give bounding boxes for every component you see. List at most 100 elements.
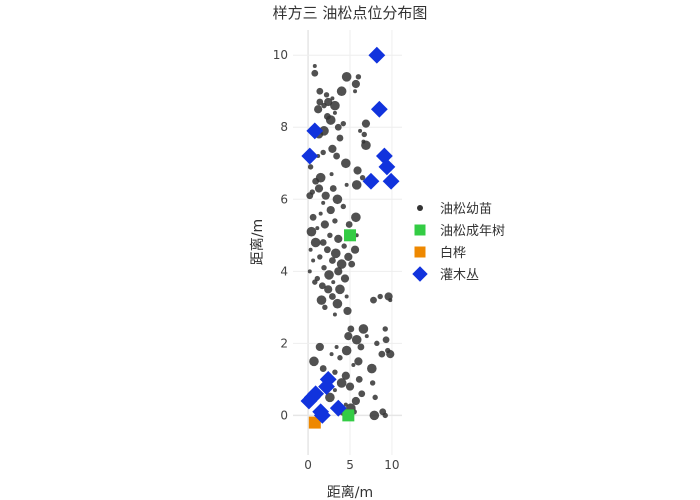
data-point [340,274,350,283]
data-point [315,342,324,352]
data-point [301,147,319,165]
y-tick-label: 8 [280,120,288,134]
data-point [319,365,327,372]
data-point [353,166,362,175]
data-point [323,246,331,254]
x-tick-label: 5 [346,458,354,472]
data-point [382,326,388,332]
data-point [332,388,337,393]
data-point [312,279,318,285]
data-point [359,174,366,181]
chart-title: 样方三 油松点位分布图 [273,4,428,22]
data-point [326,205,335,215]
data-point [306,192,314,200]
data-point [330,96,335,101]
legend-marker [414,224,426,236]
data-point [328,144,337,153]
data-point [357,343,365,351]
data-point [382,172,400,190]
data-point [316,295,327,305]
data-point [310,237,321,248]
data-point [344,252,353,262]
data-point [370,100,388,118]
data-point [334,234,343,243]
data-point [312,64,317,69]
data-point [315,172,326,183]
data-point [321,265,327,271]
data-point [358,324,369,334]
data-point [324,270,334,280]
data-point [367,363,377,374]
data-point [313,406,331,424]
data-point [351,362,356,367]
data-point [318,211,323,216]
data-point [358,390,366,398]
data-point [336,86,347,97]
data-point [317,254,323,260]
data-point [364,334,369,339]
data-point [323,92,330,98]
data-point [329,399,347,417]
data-point [330,100,340,111]
data-point [344,294,349,299]
data-point [327,232,333,238]
data-point [332,298,343,309]
data-point [309,213,317,221]
data-point [307,164,314,170]
x-axis-label: 距离/m [327,484,373,500]
data-point [322,304,328,311]
data-points [300,46,400,429]
data-point [308,247,313,252]
grid-lines [293,30,402,455]
data-point [311,69,319,77]
data-point [348,260,356,268]
data-point [318,282,326,290]
data-point [334,123,342,131]
data-point [320,220,329,229]
data-point [329,293,336,300]
data-point [315,226,320,231]
data-point [361,140,371,151]
data-point [351,212,361,223]
data-point [309,356,319,367]
data-point [329,352,334,357]
data-point [306,122,324,140]
legend-label: 油松幼苗 [440,202,492,217]
data-point [314,184,324,193]
data-point [306,226,317,237]
data-point [341,345,352,356]
data-point [361,131,367,138]
data-point [362,172,380,190]
data-point [386,350,395,359]
data-point [307,269,312,274]
data-point [318,378,335,395]
data-point [377,293,383,300]
data-point [345,382,355,391]
data-point [336,259,347,269]
y-tick-label: 2 [280,336,288,350]
data-point [355,375,363,383]
data-point [353,89,358,94]
x-tick-label: 0 [304,458,312,472]
y-tick-label: 0 [280,408,288,422]
data-point [319,239,327,246]
legend-marker [412,266,428,282]
data-point [321,200,326,205]
data-point [340,120,347,127]
data-point [329,172,334,177]
data-point [335,284,345,295]
data-point [378,350,386,358]
data-point [341,72,352,82]
data-point [368,46,386,64]
legend-marker [414,246,426,258]
data-point [320,149,326,156]
data-point [374,340,380,347]
data-point [336,378,347,388]
data-point [300,392,318,410]
data-point [347,325,355,333]
data-point [325,115,336,125]
data-point [336,134,344,142]
data-point [351,396,360,406]
data-point [337,355,343,361]
